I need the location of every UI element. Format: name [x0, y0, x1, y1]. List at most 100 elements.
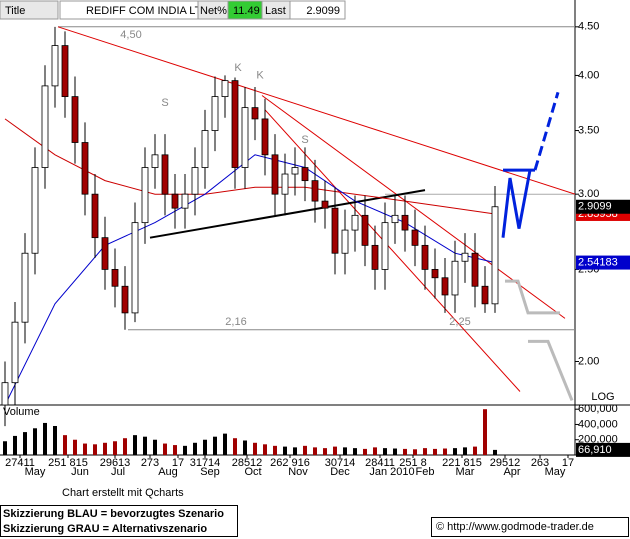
volume-bar	[23, 432, 27, 455]
volume-bar	[183, 445, 187, 455]
copyright: © http://www.godmode-trader.de	[436, 521, 594, 533]
candle-body	[11, 321, 19, 384]
trend-drawing	[505, 279, 560, 315]
month-label: Oct	[244, 466, 261, 478]
y-tick-label: 4.00	[578, 69, 599, 81]
volume-bar	[303, 445, 307, 455]
volume-bar	[143, 436, 147, 455]
annotation: K	[234, 62, 242, 74]
legend-line: Skizzierung BLAU = bevorzugtes Szenario	[3, 508, 224, 520]
last-value-field	[289, 0, 346, 20]
volume-bar	[3, 441, 7, 455]
net-label: Net%	[200, 5, 227, 17]
annotation: 4,50	[120, 29, 141, 41]
candle-body	[151, 154, 159, 168]
x-tick-label: 28411	[365, 457, 395, 469]
annotation: S	[161, 97, 168, 109]
volume-bar	[363, 448, 367, 455]
y-tick-label: 4.50	[578, 21, 599, 33]
volume-bar	[353, 448, 357, 455]
volume-tick-label: 600,000	[578, 403, 618, 415]
candle-body	[171, 193, 179, 209]
volume-bar	[333, 446, 337, 455]
volume-bar	[383, 448, 387, 455]
ma-value-label-box	[576, 255, 630, 270]
y-tick-label: 3.00	[578, 188, 599, 200]
x-tick-label: 251 815	[48, 457, 88, 469]
volume-bar	[133, 435, 137, 455]
title-field	[0, 0, 59, 20]
moving-average	[4, 154, 496, 406]
x-tick-label: 30714	[325, 457, 356, 469]
candle-body	[131, 222, 139, 314]
trend-drawing	[533, 91, 560, 171]
x-tick-label: 28512	[232, 457, 263, 469]
volume-bar	[83, 443, 87, 455]
candle-body	[221, 80, 229, 98]
candle-body	[1, 382, 9, 406]
candle-body	[111, 269, 119, 287]
candle-body	[451, 260, 459, 296]
month-label: Sep	[200, 466, 220, 478]
x-tick-label: 27411	[5, 457, 35, 469]
candle-body	[51, 45, 59, 87]
volume-bar	[253, 442, 257, 455]
volume-bar	[33, 428, 37, 455]
volume-bar	[163, 443, 167, 455]
volume-bar	[493, 449, 497, 455]
volume-bar	[323, 448, 327, 455]
title-label: Title	[5, 5, 25, 17]
x-tick-label: 263	[531, 457, 549, 469]
volume-bar	[393, 448, 397, 455]
volume-bar	[343, 447, 347, 455]
month-label: Jan 2010	[369, 466, 414, 478]
volume-bar	[203, 439, 207, 455]
volume-bar	[273, 445, 277, 455]
x-tick-label: 273	[141, 457, 159, 469]
candle-body	[411, 229, 419, 246]
volume-bar	[373, 447, 377, 455]
candle-body	[61, 45, 69, 98]
month-label: Jun	[71, 466, 89, 478]
x-tick-label: 251 8	[399, 457, 427, 469]
candle-body	[491, 206, 499, 305]
volume-bar	[473, 446, 477, 455]
candle-body	[421, 244, 429, 270]
candle-body	[71, 96, 79, 143]
legend-line: Skizzierung GRAU = Alternativszenario	[3, 523, 207, 535]
x-tick-label: 262 916	[270, 457, 310, 469]
month-label: Jul	[111, 466, 125, 478]
volume-tick-label: 200,000	[578, 434, 618, 446]
candle-body	[481, 285, 489, 305]
candle-body	[181, 193, 189, 209]
candle-body	[471, 252, 479, 287]
volume-bar	[93, 444, 97, 455]
candle-body	[41, 85, 49, 168]
volume-bar	[53, 425, 57, 455]
month-label: Dec	[330, 466, 350, 478]
volume-bar	[13, 435, 17, 455]
volume-label: Volume	[3, 406, 40, 418]
volume-bar	[403, 448, 407, 455]
annotation: 2,16	[225, 316, 246, 328]
instrument-name: REDIFF COM INDIA LTD	[86, 5, 209, 17]
x-tick-label: 29613	[100, 457, 131, 469]
candle-body	[31, 167, 39, 254]
last-value: 2.9099	[306, 5, 340, 17]
y-tick-label: 3.50	[578, 124, 599, 136]
volume-bar	[423, 448, 427, 455]
volume-tick-label: 400,000	[578, 418, 618, 430]
month-label: Nov	[288, 466, 308, 478]
volume-bar	[413, 449, 417, 455]
candle-body	[91, 193, 99, 239]
candle-body	[381, 222, 389, 270]
candle-body	[81, 142, 89, 195]
month-label: May	[25, 466, 46, 478]
trend-drawing	[57, 26, 575, 195]
x-tick-label: 29512	[490, 457, 521, 469]
volume-bar	[103, 442, 107, 455]
last-volume-label: 66,910	[578, 444, 612, 456]
volume-bar	[173, 445, 177, 455]
candle-body	[191, 167, 199, 195]
